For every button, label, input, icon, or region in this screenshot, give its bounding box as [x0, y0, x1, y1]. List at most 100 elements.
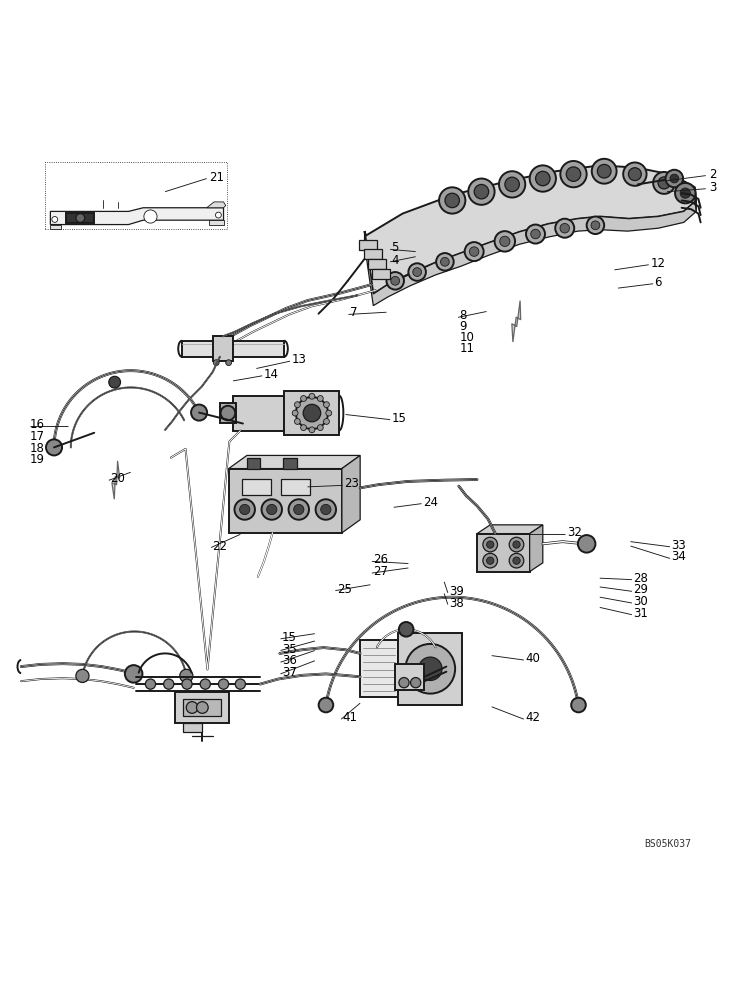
Circle shape: [465, 242, 484, 261]
Text: 14: 14: [264, 368, 279, 381]
Circle shape: [487, 557, 494, 564]
Circle shape: [294, 419, 300, 424]
Text: 19: 19: [30, 453, 45, 466]
Text: 29: 29: [633, 583, 649, 596]
Text: 4: 4: [392, 254, 399, 267]
Circle shape: [213, 360, 219, 366]
Text: 20: 20: [111, 472, 125, 485]
Polygon shape: [342, 455, 360, 533]
Text: 26: 26: [373, 553, 388, 566]
Circle shape: [411, 678, 421, 688]
Circle shape: [324, 402, 329, 408]
Bar: [364, 249, 382, 259]
Circle shape: [309, 393, 315, 399]
Text: 10: 10: [460, 331, 474, 344]
Text: 21: 21: [209, 171, 224, 184]
Text: 8: 8: [460, 309, 467, 322]
Bar: [398, 633, 463, 705]
Text: 9: 9: [460, 320, 467, 333]
Text: 18: 18: [30, 442, 45, 455]
Bar: [360, 640, 398, 697]
Circle shape: [196, 702, 208, 713]
Circle shape: [675, 183, 695, 203]
Text: 35: 35: [282, 643, 296, 656]
Circle shape: [186, 702, 198, 713]
Circle shape: [653, 172, 675, 194]
Circle shape: [146, 679, 156, 689]
Circle shape: [445, 193, 460, 208]
Circle shape: [591, 159, 616, 184]
Text: 38: 38: [449, 597, 464, 610]
Polygon shape: [228, 469, 342, 533]
Circle shape: [474, 184, 489, 199]
Circle shape: [191, 405, 207, 421]
Text: 2: 2: [709, 168, 717, 181]
Text: 13: 13: [291, 353, 307, 366]
Text: 40: 40: [526, 652, 540, 665]
Bar: [174, 692, 229, 723]
Circle shape: [180, 669, 193, 682]
Circle shape: [294, 402, 300, 408]
Polygon shape: [51, 225, 61, 229]
Text: 16: 16: [30, 418, 45, 431]
Circle shape: [483, 537, 498, 552]
Circle shape: [560, 161, 586, 187]
Circle shape: [391, 276, 400, 285]
Circle shape: [500, 236, 510, 246]
Circle shape: [220, 406, 235, 420]
Circle shape: [324, 419, 329, 424]
Circle shape: [531, 229, 540, 239]
Circle shape: [125, 665, 143, 683]
Circle shape: [571, 698, 586, 712]
Circle shape: [239, 504, 250, 515]
Circle shape: [629, 168, 641, 181]
Bar: [183, 699, 221, 716]
Circle shape: [560, 223, 569, 233]
Circle shape: [309, 427, 315, 433]
Text: 28: 28: [633, 572, 649, 585]
Circle shape: [182, 679, 192, 689]
Text: 33: 33: [671, 539, 686, 552]
Polygon shape: [365, 165, 696, 294]
Circle shape: [658, 177, 670, 189]
Circle shape: [292, 410, 298, 416]
Circle shape: [487, 541, 494, 548]
Circle shape: [499, 171, 526, 198]
Text: 11: 11: [460, 342, 474, 355]
Bar: [372, 269, 390, 279]
Text: 39: 39: [449, 585, 464, 598]
Circle shape: [200, 679, 210, 689]
Text: 15: 15: [282, 631, 297, 644]
Circle shape: [441, 257, 449, 266]
Circle shape: [483, 553, 498, 568]
Text: 34: 34: [671, 550, 687, 563]
Circle shape: [303, 404, 321, 422]
Circle shape: [321, 504, 331, 515]
Bar: [283, 458, 296, 469]
Circle shape: [288, 499, 309, 520]
Bar: [182, 341, 284, 357]
Polygon shape: [228, 455, 360, 469]
Circle shape: [586, 217, 604, 234]
Text: 32: 32: [567, 526, 582, 539]
Bar: [212, 336, 233, 361]
Bar: [233, 396, 284, 431]
Text: 27: 27: [373, 565, 388, 578]
Circle shape: [536, 171, 550, 186]
Circle shape: [509, 537, 524, 552]
Circle shape: [76, 669, 89, 682]
Circle shape: [436, 253, 454, 271]
Circle shape: [468, 179, 495, 205]
Polygon shape: [512, 301, 520, 342]
Circle shape: [318, 396, 324, 401]
Circle shape: [505, 177, 520, 192]
Text: 24: 24: [423, 496, 438, 509]
Circle shape: [526, 225, 545, 244]
Polygon shape: [209, 220, 223, 225]
Text: 22: 22: [212, 540, 228, 553]
Circle shape: [144, 210, 157, 223]
Text: 41: 41: [343, 711, 358, 724]
Circle shape: [495, 231, 515, 252]
Text: 25: 25: [337, 583, 351, 596]
Circle shape: [296, 397, 328, 429]
